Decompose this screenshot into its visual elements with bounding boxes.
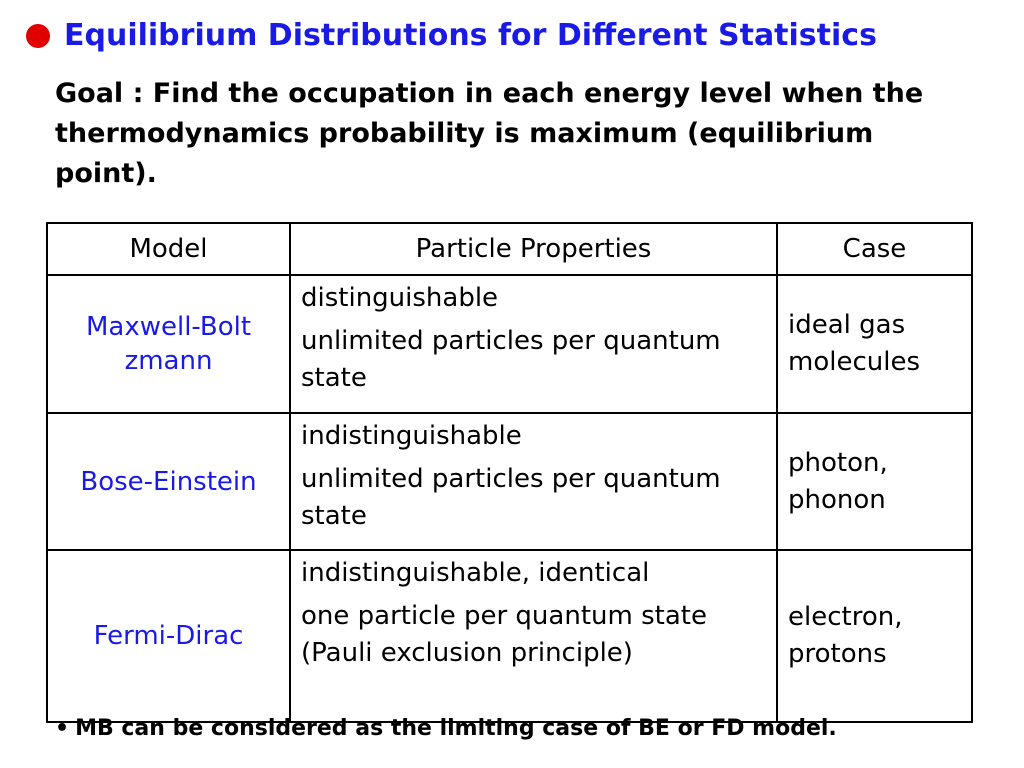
goal-text: Goal : Find the occupation in each energ… [55, 78, 924, 189]
properties-cell: indistinguishable unlimited particles pe… [289, 412, 778, 551]
model-name: Bose-Einstein [80, 466, 257, 497]
property-secondary: one particle per quantum state (Pauli ex… [301, 601, 707, 668]
dot-bullet-icon: • [55, 716, 70, 741]
footnote-text: MB can be considered as the limiting cas… [75, 716, 837, 741]
property-secondary: unlimited particles per quantum state [301, 326, 721, 393]
table-header-row: Model Particle Properties Case [46, 222, 973, 276]
table-row: Maxwell-Boltzmann distinguishable unlimi… [46, 274, 973, 414]
model-name: Fermi-Dirac [93, 621, 244, 651]
model-cell: Maxwell-Boltzmann [46, 274, 291, 414]
footnote: • MB can be considered as the limiting c… [55, 716, 837, 741]
header-model: Model [46, 222, 291, 276]
properties-cell: distinguishable unlimited particles per … [289, 274, 778, 414]
property-primary: indistinguishable [301, 421, 522, 451]
red-bullet-icon [26, 23, 50, 48]
properties-cell: indistinguishable, identical one particl… [289, 549, 778, 723]
table-row: Fermi-Dirac indistinguishable, identical… [46, 549, 973, 723]
table-row: Bose-Einstein indistinguishable unlimite… [46, 412, 973, 551]
property-primary: distinguishable [301, 283, 499, 313]
case-cell: photon, phonon [776, 412, 973, 551]
model-name: Maxwell-Boltzmann [85, 312, 252, 376]
property-primary: indistinguishable, identical [301, 558, 650, 588]
case-cell: ideal gas molecules [776, 274, 973, 414]
header-particle-properties: Particle Properties [289, 222, 778, 276]
slide-title-row: Equilibrium Distributions for Different … [26, 18, 877, 53]
model-cell: Fermi-Dirac [46, 549, 291, 723]
slide-title: Equilibrium Distributions for Different … [64, 18, 877, 53]
header-case: Case [776, 222, 973, 276]
statistics-table: Model Particle Properties Case Maxwell-B… [46, 222, 973, 723]
case-cell: electron, protons [776, 549, 973, 723]
property-secondary: unlimited particles per quantum state [301, 464, 721, 531]
model-cell: Bose-Einstein [46, 412, 291, 551]
